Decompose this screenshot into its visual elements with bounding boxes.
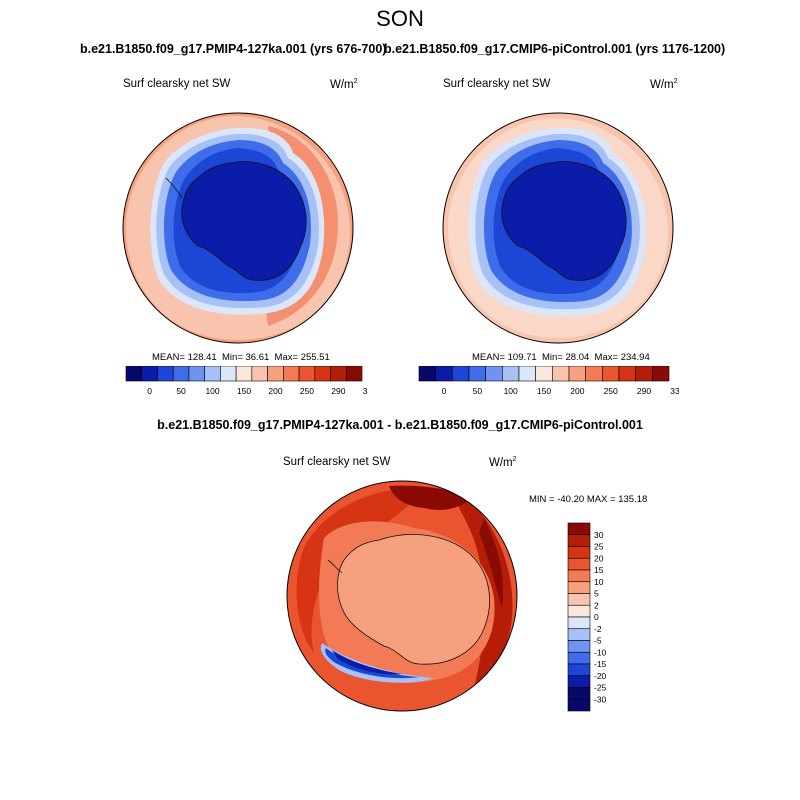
colorbar-tick-label: 290 — [637, 386, 651, 396]
colorbar-swatch — [157, 366, 174, 382]
colorbar-swatch — [567, 581, 591, 594]
colorbar-tick-label: 10 — [594, 577, 604, 587]
colorbar-tick-label: 2 — [594, 600, 599, 610]
colorbar-tick-label: 25 — [594, 542, 604, 552]
map-panel-right — [442, 112, 674, 344]
colorbar-tick-label: 0 — [594, 612, 599, 622]
colorbar-swatch — [602, 366, 620, 382]
colorbar-swatch — [567, 604, 591, 618]
panel-left-title: b.e21.B1850.f09_g17.PMIP4-127ka.001 (yrs… — [80, 42, 387, 56]
colorbar-tick-label: 0 — [147, 386, 152, 396]
colorbar-swatch — [235, 366, 253, 382]
colorbar-swatch — [314, 366, 331, 382]
colorbar-swatch — [298, 366, 316, 382]
colorbar-tick-label: -15 — [594, 659, 607, 669]
panel-right-variable: Surf clearsky net SW — [443, 78, 551, 90]
colorbar-swatch — [567, 640, 591, 653]
colorbar-swatch — [618, 366, 636, 382]
colorbar-swatch — [652, 366, 670, 382]
colorbar-swatch — [567, 569, 591, 583]
figure-title: SON — [376, 6, 424, 31]
colorbar-tick-label: 250 — [604, 386, 618, 396]
colorbar-tick-label: 15 — [594, 565, 604, 575]
colorbar-left: 0 50 100 150 200 250 290 330 — [125, 366, 368, 396]
colorbar-tick-label: 5 — [594, 589, 599, 599]
colorbar-swatch — [141, 366, 158, 382]
colorbar-tick-label: 30 — [594, 530, 604, 540]
panel-right-stats: MEAN= 109.71 Min= 28.04 Max= 234.94 — [472, 352, 650, 363]
colorbar-tick-label: 50 — [473, 386, 483, 396]
colorbar-swatch — [485, 366, 503, 382]
colorbar-swatch — [535, 366, 553, 382]
colorbar-swatch — [567, 557, 591, 571]
colorbar-tick-label: -5 — [594, 636, 602, 646]
colorbar-swatch — [188, 366, 205, 382]
colorbar-tick-label: 20 — [594, 553, 604, 563]
colorbar-swatch — [330, 366, 347, 382]
colorbar-tick-label: -10 — [594, 647, 607, 657]
map-panel-left — [122, 112, 354, 344]
colorbar-swatch — [567, 698, 591, 712]
colorbar-swatch — [468, 366, 486, 382]
colorbar-tick-label: -30 — [594, 694, 607, 704]
colorbar-swatch — [435, 366, 453, 382]
colorbar-tick-label: 150 — [537, 386, 551, 396]
panel-left-stats: MEAN= 128.41 Min= 36.61 Max= 255.51 — [152, 352, 330, 363]
diff-minmax: MIN = -40.20 MAX = 135.18 — [529, 494, 648, 505]
colorbar-swatch — [567, 628, 591, 641]
colorbar-swatch — [567, 675, 591, 688]
panel-right-title: b.e21.B1850.f09_g17.CMIP6-piControl.001 … — [384, 42, 726, 56]
colorbar-tick-label: 330 — [363, 386, 368, 396]
colorbar-swatch — [567, 522, 591, 536]
colorbar-tick-label: 50 — [176, 386, 186, 396]
colorbar-tick-label: 100 — [504, 386, 518, 396]
colorbar-swatch — [568, 366, 586, 382]
panel-left-variable: Surf clearsky net SW — [123, 78, 231, 90]
colorbar-right: 0 50 100 150 200 250 290 330 — [418, 366, 679, 396]
colorbar-swatch — [502, 366, 520, 382]
colorbar-swatch — [220, 366, 237, 382]
colorbar-swatch — [518, 366, 536, 382]
diff-title: b.e21.B1850.f09_g17.PMIP4-127ka.001 - b.… — [157, 418, 643, 432]
colorbar-swatch — [567, 663, 591, 677]
colorbar-tick-label: 100 — [205, 386, 219, 396]
panel-right-units: W/m2 — [650, 78, 678, 91]
colorbar-tick-label: -20 — [594, 671, 607, 681]
colorbar-tick-label: -2 — [594, 624, 602, 634]
colorbar-swatch — [267, 366, 284, 382]
colorbar-swatch — [204, 366, 221, 382]
colorbar-swatch — [172, 366, 190, 382]
colorbar-swatch — [567, 616, 591, 630]
colorbar-swatch — [585, 366, 603, 382]
colorbar-swatch — [345, 366, 363, 382]
colorbar-tick-label: 150 — [237, 386, 251, 396]
colorbar-swatch — [452, 366, 470, 382]
map-difference — [286, 480, 518, 712]
diff-units: W/m2 — [489, 456, 517, 469]
colorbar-swatch — [567, 534, 591, 547]
colorbar-swatch — [567, 687, 591, 700]
colorbar-swatch — [418, 366, 436, 382]
colorbar-swatch — [567, 546, 591, 559]
panel-left-units: W/m2 — [330, 78, 358, 91]
colorbar-swatch — [283, 366, 300, 382]
diff-variable: Surf clearsky net SW — [283, 456, 391, 468]
colorbar-tick-label: 0 — [442, 386, 447, 396]
colorbar-tick-label: 200 — [570, 386, 584, 396]
colorbar-swatch — [251, 366, 268, 382]
colorbar-swatch — [567, 593, 591, 606]
colorbar-swatch — [635, 366, 653, 382]
colorbar-swatch — [552, 366, 570, 382]
colorbar-tick-label: 200 — [268, 386, 282, 396]
colorbar-tick-label: 330 — [670, 386, 679, 396]
colorbar-tick-label: 290 — [331, 386, 345, 396]
colorbar-tick-label: -25 — [594, 683, 607, 693]
colorbar-tick-label: 250 — [300, 386, 314, 396]
colorbar-swatch — [125, 366, 143, 382]
colorbar-swatch — [567, 651, 591, 665]
